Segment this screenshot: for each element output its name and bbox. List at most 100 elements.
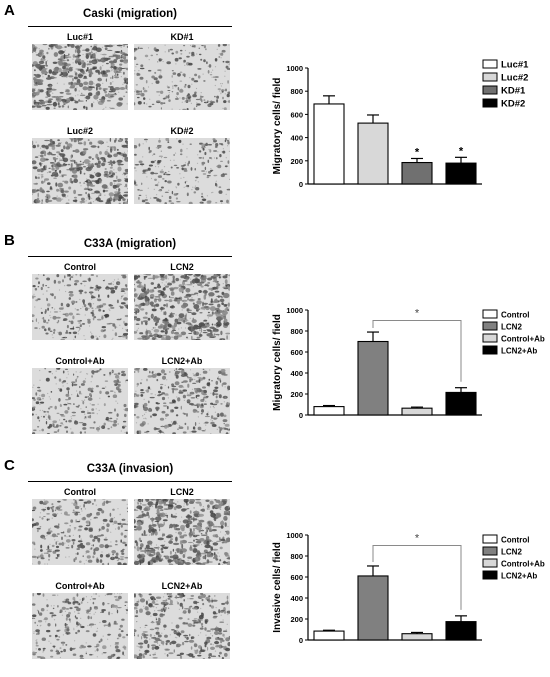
micrograph-label: LCN2 xyxy=(170,487,194,497)
legend-swatch xyxy=(482,558,498,568)
y-tick-label: 0 xyxy=(299,180,303,189)
legend-label: Luc#2 xyxy=(501,73,528,84)
y-tick-label: 800 xyxy=(290,327,303,336)
y-axis-label: Migratory cells/ field xyxy=(272,314,283,411)
legend-swatch xyxy=(482,345,498,355)
legend-swatch xyxy=(482,570,498,580)
bar xyxy=(445,391,477,416)
panel-letter: C xyxy=(4,457,15,474)
y-tick-label: 200 xyxy=(290,615,303,624)
micrograph-image xyxy=(32,499,128,565)
legend-label: Control+Ab xyxy=(501,335,545,344)
micrograph-image xyxy=(134,138,230,204)
micrograph-label: LCN2+Ab xyxy=(161,356,203,366)
legend-label: Control xyxy=(501,311,529,320)
bracket-significance-marker: * xyxy=(415,308,420,320)
y-tick-label: 400 xyxy=(290,594,303,603)
panel-a: A Caski (migration) Luc#1 KD#1 Luc#2 KD#2 0 200… xyxy=(0,0,550,222)
legend-swatch xyxy=(482,321,498,331)
panel-b: B C33A (migration) Control LCN2 Control+Ab LC… xyxy=(0,230,550,452)
y-tick-label: 600 xyxy=(290,110,303,119)
legend-label: Luc#1 xyxy=(501,60,529,71)
y-tick-label: 400 xyxy=(290,134,303,143)
legend-label: LCN2 xyxy=(501,548,522,557)
legend-swatch xyxy=(482,59,498,69)
micrograph-image xyxy=(134,274,230,340)
legend-label: KD#1 xyxy=(501,86,526,97)
y-tick-label: 1000 xyxy=(286,64,303,73)
micrograph-image xyxy=(134,368,230,434)
y-tick-label: 800 xyxy=(290,552,303,561)
bar xyxy=(313,630,345,641)
y-tick-label: 800 xyxy=(290,87,303,96)
bar xyxy=(313,406,345,416)
micrograph-image xyxy=(32,138,128,204)
y-axis-label: Migratory cells/ field xyxy=(272,78,283,175)
y-axis-label: Invasive cells/ field xyxy=(272,542,283,633)
legend-swatch xyxy=(482,72,498,82)
micrograph-image xyxy=(32,44,128,110)
bar xyxy=(357,122,389,185)
title-underline xyxy=(28,481,232,482)
micrograph-background xyxy=(134,593,230,659)
micrograph-image xyxy=(134,593,230,659)
micrograph-label: Control+Ab xyxy=(55,356,105,366)
bar xyxy=(445,621,477,641)
micrograph-label: Control xyxy=(64,262,96,272)
micrograph-label: Luc#2 xyxy=(66,126,93,136)
micrograph-label: Control+Ab xyxy=(55,581,105,591)
legend-swatch xyxy=(482,534,498,544)
y-tick-label: 200 xyxy=(290,390,303,399)
micrograph-label: KD#2 xyxy=(170,126,194,136)
significance-bracket xyxy=(372,545,462,610)
title-underline xyxy=(28,256,232,257)
legend-swatch xyxy=(482,309,498,319)
micrograph-image xyxy=(32,593,128,659)
legend-label: Control xyxy=(501,536,529,545)
legend-label: LCN2+Ab xyxy=(501,572,537,581)
y-tick-label: 400 xyxy=(290,369,303,378)
legend-swatch xyxy=(482,98,498,108)
micrograph-label: LCN2+Ab xyxy=(161,581,203,591)
bracket-significance-marker: * xyxy=(415,533,420,545)
panel-title: C33A (migration) xyxy=(83,238,177,250)
legend-swatch xyxy=(482,546,498,556)
bar xyxy=(445,162,477,185)
bar xyxy=(313,103,345,185)
legend-label: LCN2 xyxy=(501,323,522,332)
micrograph-label: Luc#1 xyxy=(66,32,93,42)
micrograph-image xyxy=(32,274,128,340)
panel-title: Caski (migration) xyxy=(83,8,177,20)
bar xyxy=(401,633,433,641)
legend-label: KD#2 xyxy=(501,99,525,110)
significance-marker: * xyxy=(459,145,464,157)
micrograph-background xyxy=(134,138,230,204)
micrograph-label: KD#1 xyxy=(170,32,194,42)
micrograph-label: LCN2 xyxy=(170,262,194,272)
y-tick-label: 0 xyxy=(299,411,303,420)
legend-swatch xyxy=(482,85,498,95)
significance-bracket xyxy=(372,320,462,382)
bar xyxy=(401,407,433,416)
panel-letter: A xyxy=(4,2,15,19)
y-tick-label: 0 xyxy=(299,636,303,645)
legend-label: Control+Ab xyxy=(501,560,545,569)
title-underline xyxy=(28,26,232,27)
bar xyxy=(357,575,389,641)
micrograph-image xyxy=(134,499,230,565)
micrograph-label: Control xyxy=(64,487,96,497)
y-tick-label: 200 xyxy=(290,157,303,166)
bar xyxy=(357,340,389,416)
legend-swatch xyxy=(482,333,498,343)
micrograph-image xyxy=(32,368,128,434)
panel-c: C C33A (invasion) Control LCN2 Control+Ab LCN… xyxy=(0,455,550,677)
y-tick-label: 1000 xyxy=(286,306,303,315)
y-tick-label: 600 xyxy=(290,348,303,357)
y-tick-label: 1000 xyxy=(286,531,303,540)
legend-label: LCN2+Ab xyxy=(501,347,537,356)
panel-title: C33A (invasion) xyxy=(86,463,174,475)
y-tick-label: 600 xyxy=(290,573,303,582)
